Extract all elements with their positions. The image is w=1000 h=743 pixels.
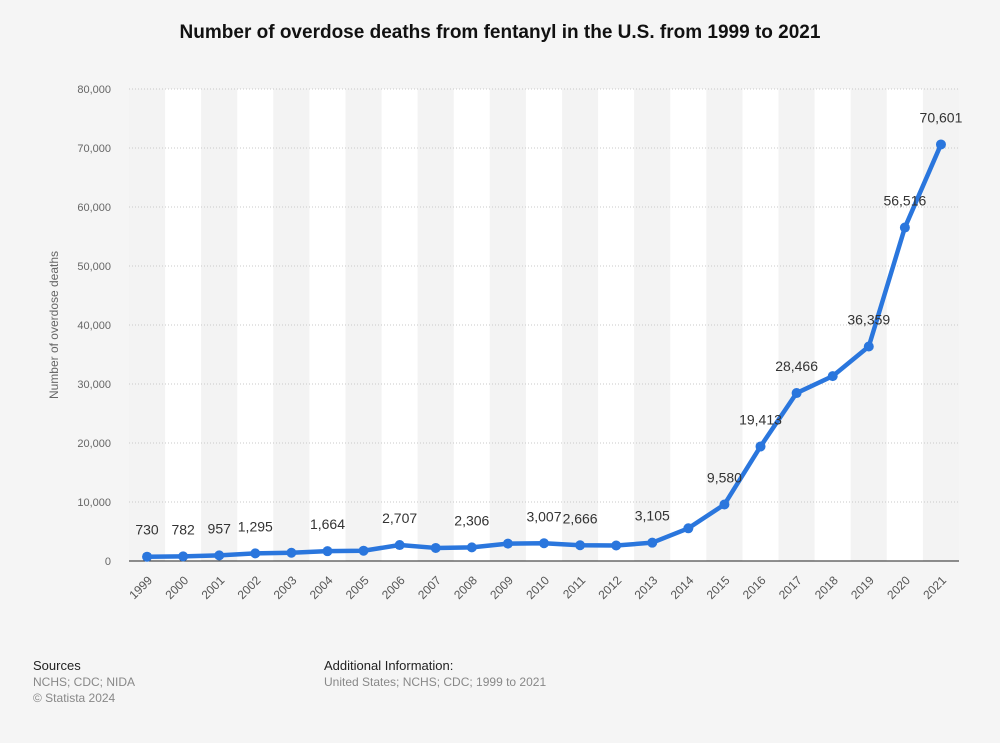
x-tick-label: 2000 [162,573,191,602]
data-label: 9,580 [707,469,742,485]
sources-text: NCHS; CDC; NIDA [33,675,136,689]
data-label: 70,601 [920,109,963,125]
data-label: 2,306 [454,512,489,528]
y-tick-label: 20,000 [77,438,111,450]
y-tick-label: 70,000 [77,143,111,155]
x-tick-label: 2018 [812,573,841,602]
data-point [142,551,153,562]
data-point [899,222,910,233]
column-band [634,89,671,561]
data-point [719,499,730,510]
additional-info-heading: Additional Information: [324,658,454,673]
x-tick-label: 2021 [920,573,949,602]
column-band [922,89,959,561]
additional-info-block: Additional Information: United States; N… [324,658,546,690]
data-point [935,139,946,150]
x-tick-label: 2006 [379,573,408,602]
x-tick-label: 2019 [848,573,877,602]
data-point [394,540,405,551]
data-point [358,545,369,556]
data-point [250,548,261,559]
y-tick-label: 10,000 [77,497,111,509]
x-tick-label: 2013 [632,573,661,602]
data-label: 28,466 [775,358,818,374]
data-label: 2,707 [382,510,417,526]
data-point [539,538,549,549]
data-point [178,551,189,562]
data-label: 2,666 [563,510,598,526]
x-tick-label: 2008 [451,573,480,602]
column-band [814,89,851,561]
x-tick-label: 2007 [415,573,444,602]
x-tick-label: 2020 [884,573,913,602]
data-point [755,441,766,452]
data-point [827,371,838,382]
column-band [670,89,707,561]
x-tick-label: 1999 [126,573,155,602]
data-label: 36,359 [847,311,890,327]
y-tick-label: 40,000 [77,320,111,332]
sources-heading: Sources [33,658,81,673]
x-tick-label: 2010 [523,573,552,602]
y-tick-label: 50,000 [77,261,111,273]
data-point [214,550,225,561]
sources-block: Sources NCHS; CDC; NIDA © Statista 2024 [33,658,135,706]
column-band [598,89,635,561]
y-axis-label: Number of overdose deaths [47,251,61,399]
x-tick-label: 2004 [307,573,336,602]
x-tick-label: 2017 [776,573,805,602]
data-label: 56,516 [883,193,926,209]
data-label: 730 [135,522,159,538]
data-point [466,542,477,553]
data-point [647,537,658,548]
y-tick-label: 30,000 [77,379,111,391]
data-point [791,388,802,399]
data-label: 957 [208,520,232,536]
data-label: 1,664 [310,516,345,532]
y-tick-label: 60,000 [77,202,111,214]
data-point [286,547,297,558]
copyright: © Statista 2024 [33,691,116,705]
data-point [430,542,441,553]
column-band [886,89,923,561]
chart-title: Number of overdose deaths from fentanyl … [179,22,821,43]
data-point [322,546,333,557]
additional-info-text: United States; NCHS; CDC; 1999 to 2021 [324,675,547,689]
y-tick-label: 80,000 [77,84,111,96]
data-point [683,523,694,534]
data-point [863,341,874,352]
data-label: 3,105 [635,508,670,524]
x-tick-label: 2011 [560,573,588,601]
data-label: 1,295 [238,518,273,534]
column-band [562,89,599,561]
x-tick-label: 2016 [740,573,769,602]
data-point [575,540,586,551]
data-label: 3,007 [526,508,561,524]
x-tick-label: 2001 [199,573,228,602]
x-tick-label: 2002 [235,573,264,602]
y-tick-label: 0 [105,556,111,568]
data-point [502,538,513,549]
x-tick-label: 2015 [704,573,733,602]
x-tick-label: 2012 [596,573,625,602]
data-point [611,540,622,551]
x-tick-label: 2014 [668,573,697,602]
column-band [778,89,815,561]
data-label: 19,413 [739,411,782,427]
x-tick-label: 2003 [271,573,300,602]
column-band [742,89,779,561]
data-label: 782 [171,521,195,537]
x-tick-label: 2005 [343,573,372,602]
x-tick-label: 2009 [487,573,516,602]
column-band [850,89,887,561]
